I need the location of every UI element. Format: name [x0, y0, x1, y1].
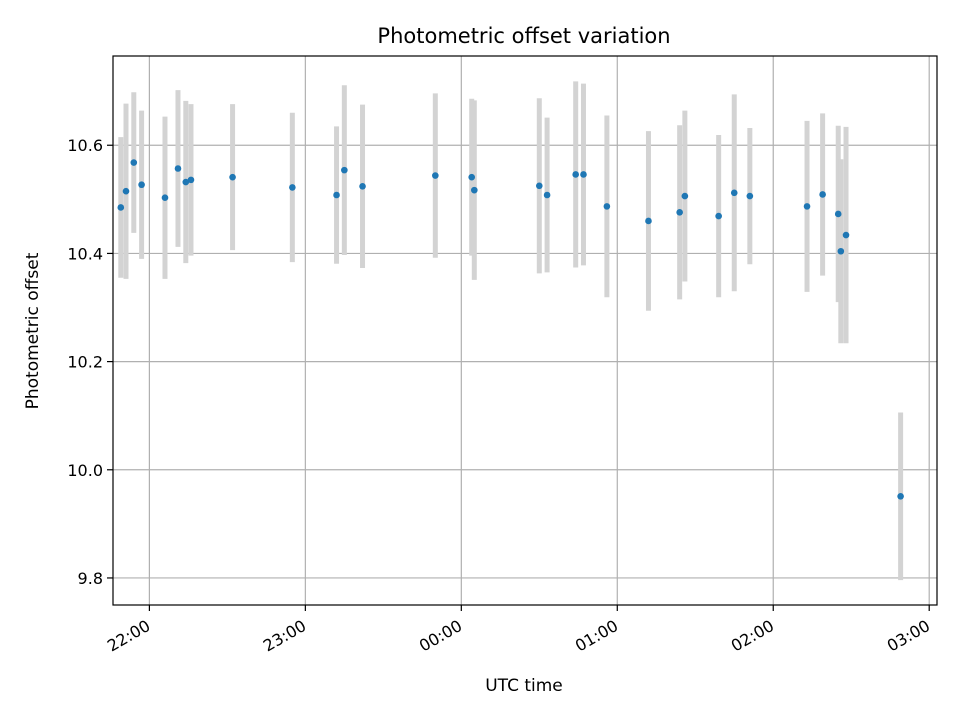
- data-point: [897, 492, 904, 500]
- y-axis-label: Photometric offset: [23, 252, 43, 409]
- data-points: [117, 159, 904, 500]
- x-gridlines: [148, 56, 930, 605]
- data-point: [117, 204, 125, 211]
- data-point: [842, 231, 850, 239]
- data-point: [333, 191, 340, 199]
- data-point: [182, 178, 190, 186]
- data-point: [645, 217, 652, 225]
- data-point: [468, 173, 476, 181]
- data-point: [138, 181, 145, 189]
- data-point: [803, 203, 811, 210]
- data-point: [122, 187, 130, 195]
- y-tick-label: 9.8: [78, 569, 103, 588]
- data-point: [819, 191, 826, 198]
- data-point: [341, 166, 348, 174]
- data-point: [161, 194, 169, 202]
- data-point: [130, 159, 138, 166]
- error-bars: [118, 81, 904, 581]
- data-point: [229, 173, 236, 181]
- data-point: [730, 189, 738, 197]
- axes-frame: [112, 55, 938, 606]
- data-point: [746, 192, 754, 200]
- data-point: [715, 212, 722, 220]
- y-tick-label: 10.2: [67, 353, 103, 372]
- data-point: [603, 203, 611, 210]
- data-point: [187, 176, 195, 184]
- x-tick-label: 00:00: [416, 616, 465, 656]
- y-gridlines: [113, 144, 937, 579]
- y-axis-ticks: 9.8 10.0 10.2 10.4 10.6: [67, 136, 113, 588]
- x-tick-label: 22:00: [104, 616, 153, 656]
- data-point: [174, 165, 182, 172]
- x-axis-ticks: 22:00 23:00 00:00 01:00 02:00 03:00: [104, 605, 933, 656]
- y-tick-label: 10.0: [67, 461, 103, 480]
- data-point: [837, 247, 845, 255]
- data-point: [681, 192, 689, 200]
- data-point: [543, 191, 551, 199]
- y-tick-label: 10.6: [67, 136, 103, 155]
- x-tick-label: 03:00: [884, 616, 933, 656]
- chart-title: Photometric offset variation: [377, 24, 670, 48]
- data-point: [834, 210, 842, 218]
- data-point: [432, 172, 439, 179]
- x-tick-label: 01:00: [572, 616, 621, 656]
- data-point: [580, 171, 587, 178]
- data-point: [289, 184, 296, 191]
- data-point: [471, 186, 478, 194]
- x-tick-label: 23:00: [260, 616, 309, 656]
- data-point: [676, 209, 683, 216]
- x-axis-label: UTC time: [485, 676, 563, 696]
- data-point: [572, 171, 579, 178]
- x-tick-label: 02:00: [728, 616, 777, 656]
- y-tick-label: 10.4: [67, 244, 103, 263]
- data-point: [535, 182, 543, 190]
- data-point: [359, 183, 366, 190]
